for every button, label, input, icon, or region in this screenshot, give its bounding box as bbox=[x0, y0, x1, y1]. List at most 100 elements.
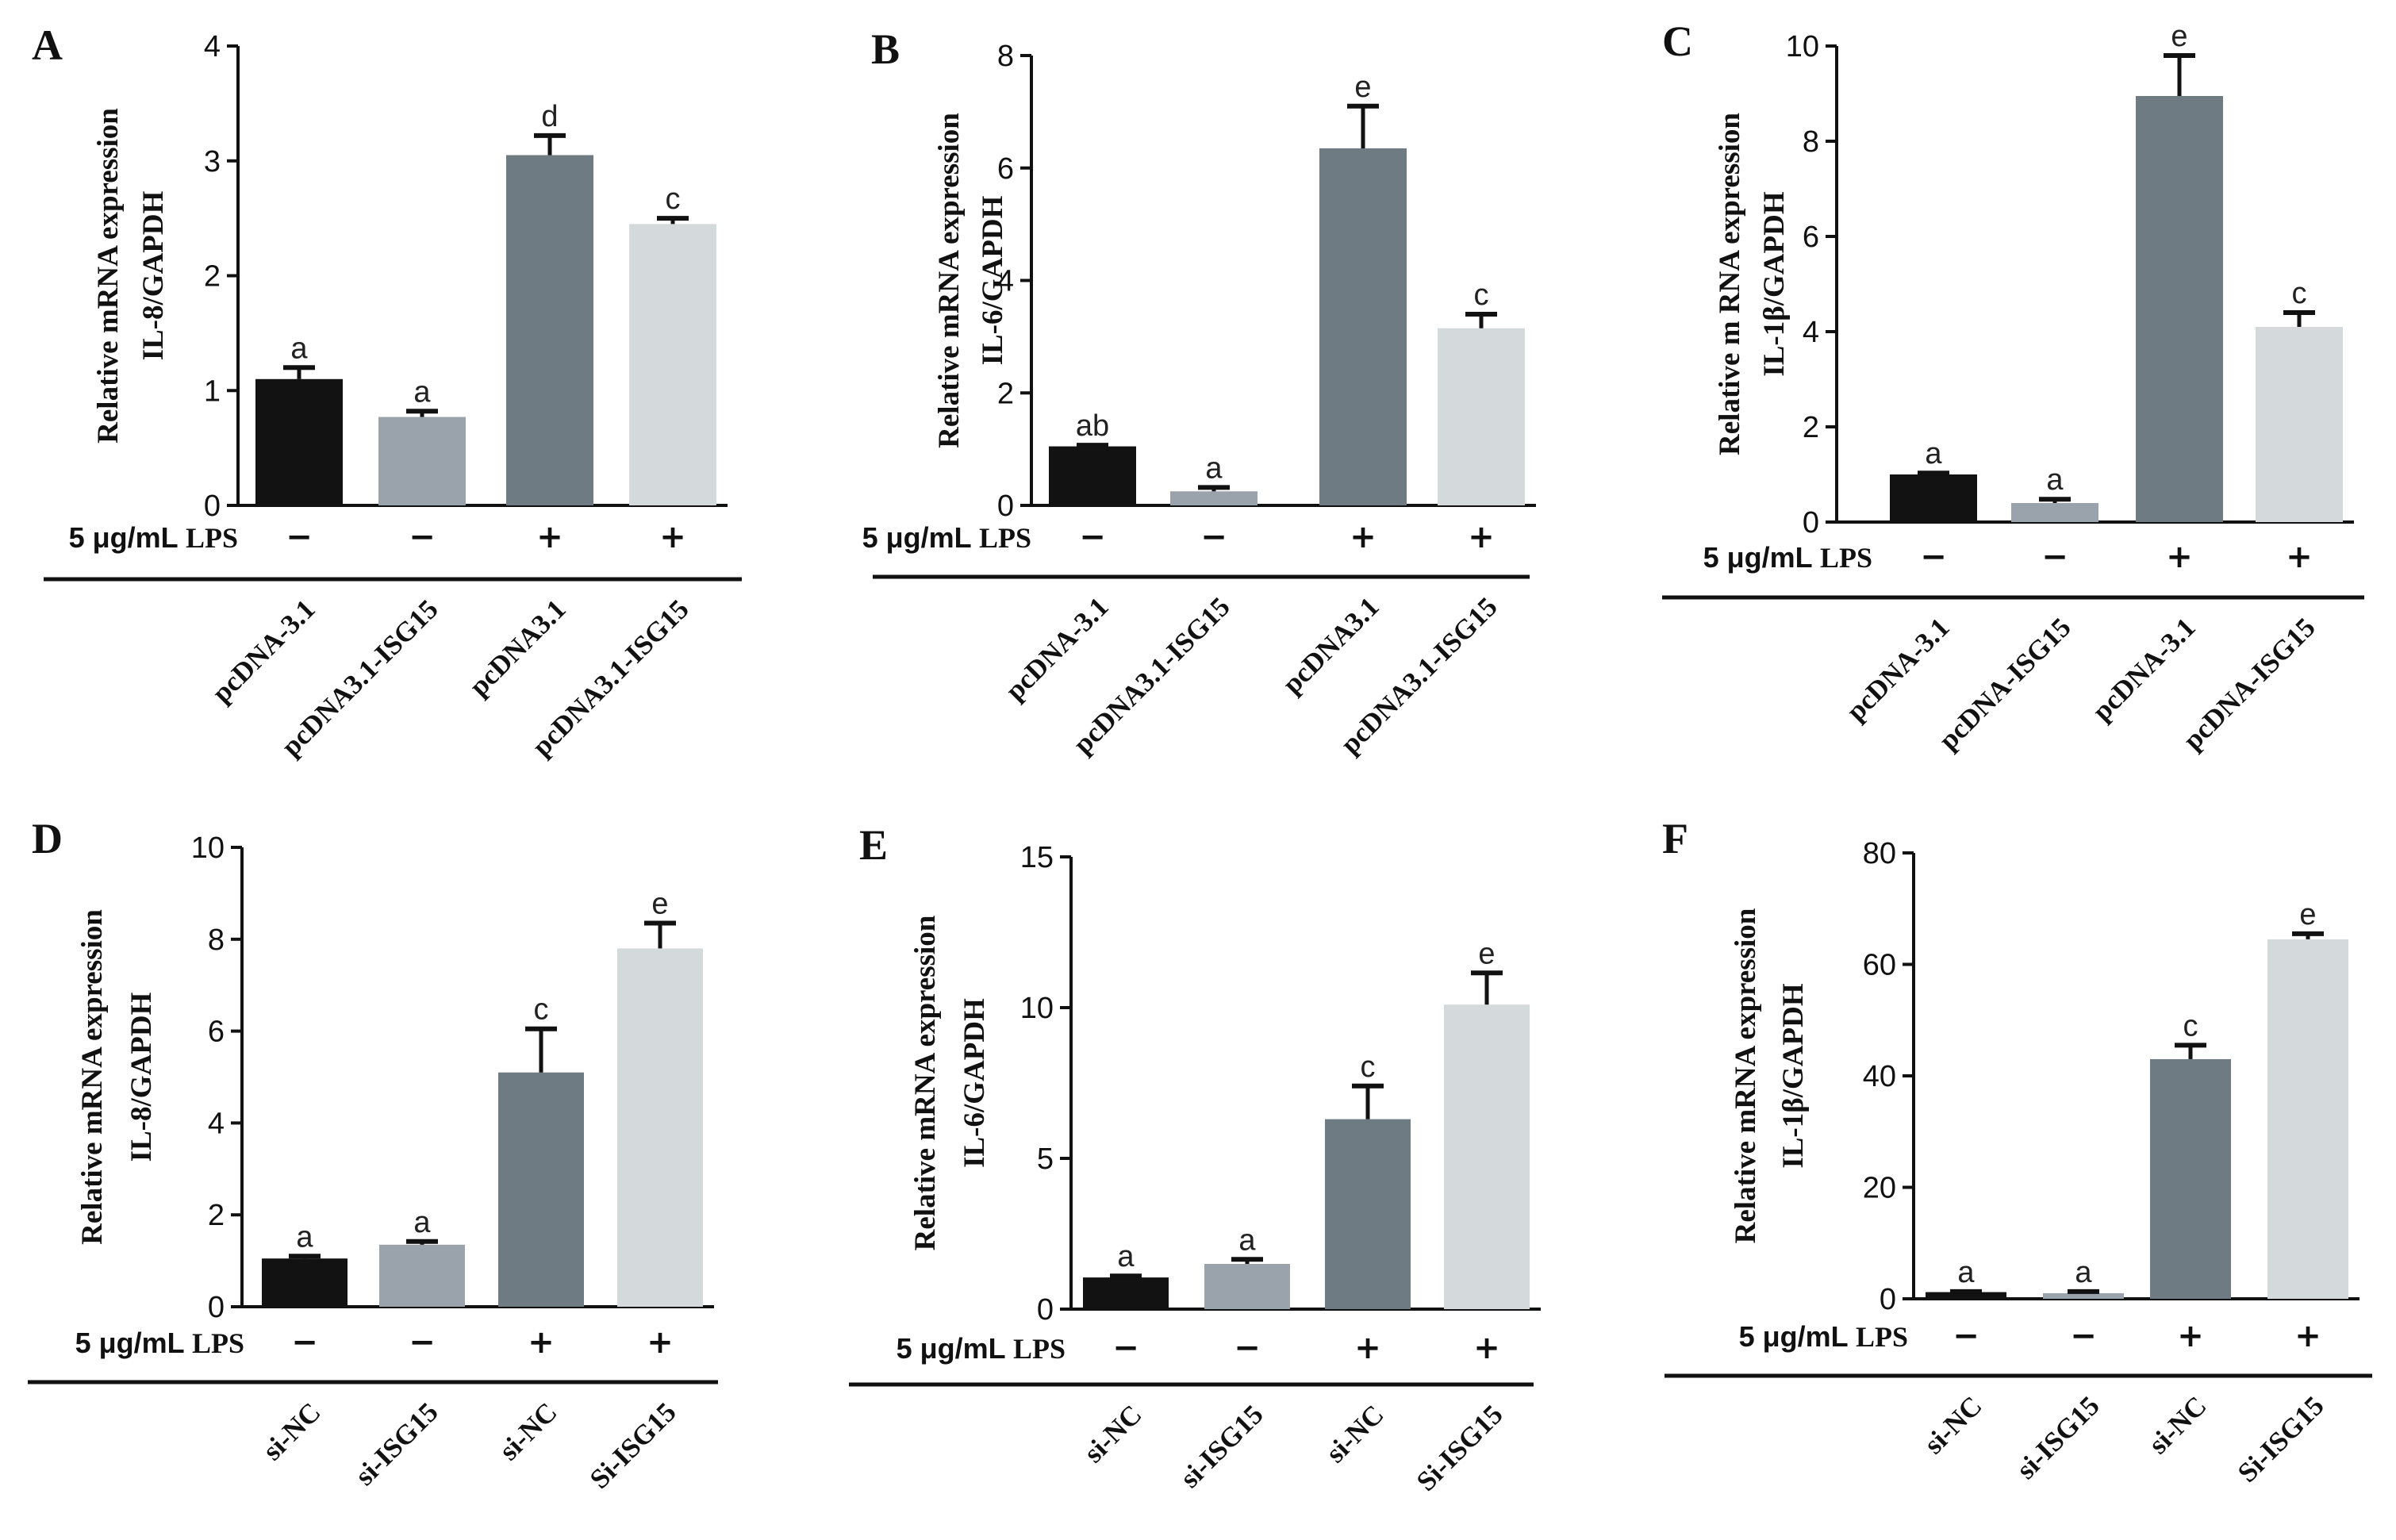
y-axis-label: Relative m RNA expression bbox=[1714, 113, 1746, 455]
category-label: pcDNA-3.1 bbox=[1841, 612, 1956, 727]
significance-letter: c bbox=[2183, 1009, 2198, 1043]
category-label: Si-ISG15 bbox=[584, 1396, 682, 1495]
y-tick-label: 5 bbox=[1037, 1143, 1054, 1176]
y-tick-label: 0 bbox=[208, 1291, 225, 1324]
lps-sign: + bbox=[1473, 1330, 1500, 1366]
category-label: si-ISG15 bbox=[2010, 1390, 2106, 1485]
y-tick-label: 8 bbox=[208, 924, 225, 957]
significance-letter: a bbox=[413, 375, 431, 409]
y-axis-label: IL-6/GAPDH bbox=[977, 195, 1009, 365]
y-tick-label: 8 bbox=[1803, 125, 1819, 159]
bar bbox=[1325, 1119, 1411, 1309]
lps-label: 5 μg/mL LPS bbox=[897, 1332, 1066, 1365]
lps-sign: − bbox=[1953, 1318, 1979, 1354]
significance-letter: ab bbox=[1076, 409, 1109, 443]
y-tick-label: 10 bbox=[1786, 30, 1819, 63]
bar bbox=[2136, 96, 2223, 522]
y-tick-label: 2 bbox=[204, 260, 221, 294]
significance-letter: a bbox=[296, 1220, 313, 1254]
category-label: si-ISG15 bbox=[349, 1396, 444, 1492]
bar bbox=[1319, 148, 1407, 505]
y-axis-label: Relative mRNA expression bbox=[909, 915, 942, 1250]
category-label: pcDNA3.1 bbox=[463, 593, 572, 702]
bar bbox=[1170, 491, 1258, 505]
panel-c: C Relative m RNA expression IL-1β/GAPDH 0 2 4… bbox=[1662, 17, 2364, 756]
significance-letter: a bbox=[2075, 1256, 2092, 1289]
lps-sign: + bbox=[659, 519, 686, 555]
category-label: pcDNA-3.1 bbox=[2087, 612, 2202, 727]
lps-sign: − bbox=[1920, 539, 1947, 575]
y-tick-label: 6 bbox=[1803, 221, 1819, 254]
category-label: si-NC bbox=[1078, 1399, 1148, 1469]
y-tick-label: 15 bbox=[1020, 841, 1054, 874]
lps-sign: + bbox=[2166, 539, 2193, 575]
lps-sign: + bbox=[647, 1324, 674, 1361]
panel-letter: C bbox=[1662, 17, 1693, 65]
y-axis-label: IL-1β/GAPDH bbox=[1777, 983, 1810, 1168]
significance-letter: a bbox=[1957, 1256, 1975, 1289]
category-label: si-NC bbox=[2143, 1390, 2213, 1460]
y-tick-label: 2 bbox=[1803, 411, 1819, 444]
y-axis-label: Relative mRNA expression bbox=[933, 113, 966, 448]
y-tick-label: 3 bbox=[204, 145, 221, 179]
significance-letter: e bbox=[2299, 898, 2316, 931]
panel-a: A Relative mRNA expression IL-8/GAPDH 0 1 2 3 4… bbox=[32, 21, 742, 762]
bar bbox=[617, 948, 703, 1307]
bar bbox=[1049, 446, 1136, 505]
significance-letter: c bbox=[1474, 278, 1489, 312]
bar bbox=[2150, 1058, 2231, 1299]
lps-sign: + bbox=[528, 1324, 555, 1361]
y-tick-label: 4 bbox=[208, 1107, 225, 1140]
bar bbox=[2011, 503, 2098, 522]
y-tick-label: 0 bbox=[1803, 506, 1819, 540]
lps-sign: − bbox=[286, 519, 313, 555]
bar bbox=[2256, 327, 2343, 522]
bar bbox=[629, 224, 716, 505]
significance-letter: c bbox=[666, 182, 681, 216]
y-tick-label: 10 bbox=[1020, 992, 1054, 1025]
bar bbox=[506, 155, 593, 505]
y-tick-label: 0 bbox=[997, 490, 1014, 523]
bar bbox=[1438, 328, 1525, 505]
category-label: pcDNA-3.1 bbox=[1000, 591, 1115, 706]
bar bbox=[498, 1072, 584, 1307]
panel-letter: B bbox=[871, 25, 900, 73]
panel-letter: E bbox=[859, 821, 888, 869]
y-tick-label: 0 bbox=[204, 490, 221, 523]
y-tick-label: 4 bbox=[1803, 316, 1819, 349]
significance-letter: d bbox=[541, 100, 558, 133]
lps-sign: − bbox=[291, 1324, 318, 1361]
category-label: si-NC bbox=[493, 1396, 563, 1466]
lps-label: 5 μg/mL LPS bbox=[1703, 541, 1872, 574]
significance-letter: a bbox=[1925, 437, 1942, 470]
category-label: Si-ISG15 bbox=[1411, 1399, 1509, 1497]
category-label: pcDNA3.1 bbox=[1277, 591, 1385, 700]
y-tick-label: 10 bbox=[191, 831, 225, 865]
lps-sign: + bbox=[1468, 519, 1495, 555]
category-label: pcDNA-3.1 bbox=[206, 593, 321, 709]
lps-sign: + bbox=[2294, 1318, 2321, 1354]
bar bbox=[2267, 939, 2348, 1299]
category-label: si-NC bbox=[1320, 1399, 1390, 1469]
category-label: si-NC bbox=[257, 1396, 327, 1466]
lps-label: 5 μg/mL LPS bbox=[75, 1327, 244, 1359]
lps-sign: + bbox=[1354, 1330, 1381, 1366]
y-tick-label: 2 bbox=[208, 1199, 225, 1232]
significance-letter: a bbox=[290, 332, 308, 365]
bar bbox=[255, 378, 343, 505]
y-tick-label: 40 bbox=[1863, 1060, 1896, 1093]
lps-sign: − bbox=[2070, 1318, 2097, 1354]
y-axis-label: IL-8/GAPDH bbox=[125, 992, 158, 1162]
lps-sign: + bbox=[536, 519, 563, 555]
lps-label: 5 μg/mL LPS bbox=[862, 521, 1031, 554]
y-tick-label: 6 bbox=[208, 1016, 225, 1049]
panel-b: B Relative mRNA expression IL-6/GAPDH 0 2 4 6 8… bbox=[862, 25, 1536, 760]
lps-sign: + bbox=[2286, 539, 2313, 575]
bar bbox=[1890, 474, 1977, 522]
bar bbox=[1444, 1004, 1530, 1309]
y-tick-label: 2 bbox=[997, 377, 1014, 410]
significance-letter: a bbox=[413, 1206, 431, 1239]
significance-letter: a bbox=[1117, 1240, 1135, 1273]
significance-letter: a bbox=[1205, 451, 1223, 485]
